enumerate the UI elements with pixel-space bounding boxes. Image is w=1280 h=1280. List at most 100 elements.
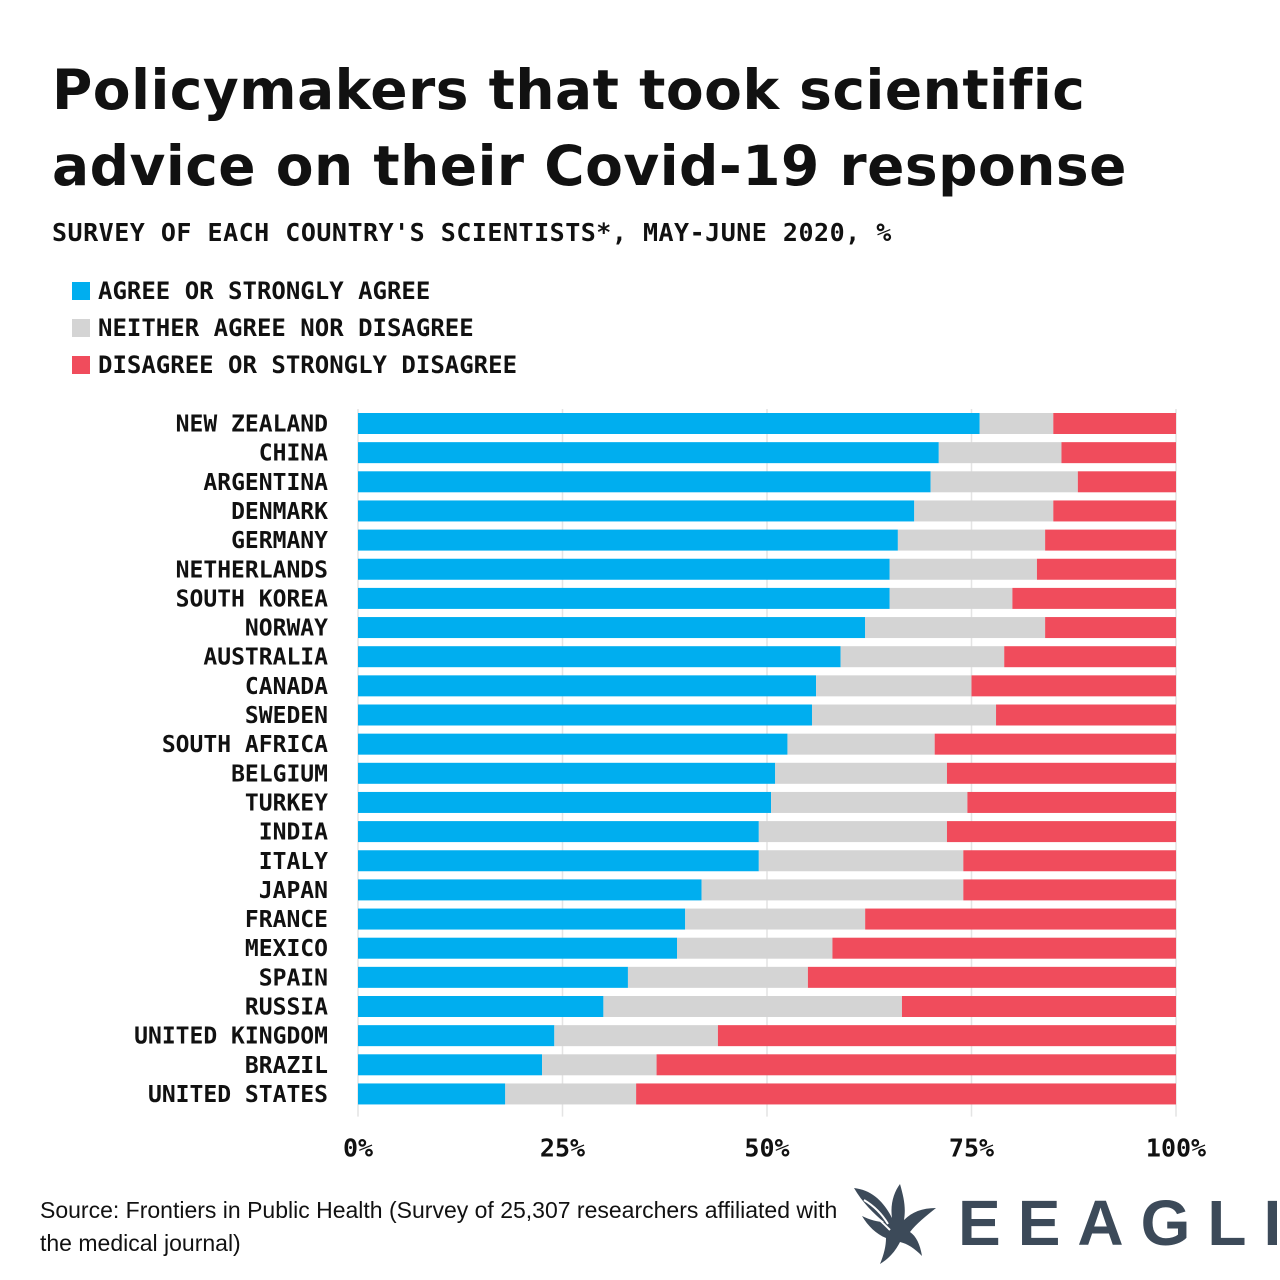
- category-label: Argentina: [203, 470, 328, 496]
- brand-logo: EEAGLI: [850, 1178, 1280, 1268]
- bar-canada-agree: [358, 675, 817, 697]
- bar-netherlands-agree: [358, 558, 890, 580]
- bar-russia-neither: [603, 996, 902, 1017]
- legend-item-agree: Agree or strongly agree: [72, 272, 517, 309]
- bar-brazil-neither: [542, 1054, 657, 1076]
- x-tick-label-1: 25%: [540, 1134, 585, 1163]
- bar-italy-neither: [758, 850, 964, 872]
- chart-title: Policymakers that took scientific advice…: [52, 58, 1127, 198]
- category-label: Sweden: [245, 703, 328, 729]
- source-note: Source: Frontiers in Public Health (Surv…: [40, 1197, 838, 1256]
- category-label: Mexico: [245, 936, 328, 962]
- category-label: Canada: [245, 674, 328, 700]
- category-label: Italy: [259, 849, 328, 875]
- bars: [358, 413, 1176, 1105]
- bar-united-kingdom-agree: [358, 1025, 555, 1047]
- bar-brazil-disagree: [656, 1054, 1176, 1076]
- bar-brazil-agree: [358, 1054, 543, 1076]
- bar-india-agree: [358, 821, 759, 843]
- bar-italy-disagree: [963, 850, 1176, 872]
- category-label: Belgium: [231, 761, 328, 787]
- bar-spain-neither: [627, 966, 808, 988]
- bar-australia-neither: [840, 646, 1005, 668]
- bar-china-neither: [938, 442, 1062, 464]
- bar-united-states-neither: [505, 1083, 637, 1105]
- category-label: Brazil: [245, 1053, 328, 1079]
- bar-south-korea-disagree: [1012, 587, 1176, 609]
- bar-new-zealand-neither: [979, 413, 1054, 434]
- bar-united-kingdom-neither: [554, 1025, 718, 1047]
- category-label: India: [259, 820, 328, 846]
- bar-japan-agree: [358, 879, 702, 901]
- legend-label-agree: Agree or strongly agree: [98, 276, 431, 305]
- bar-united-states-agree: [358, 1083, 506, 1105]
- category-label: New Zealand: [176, 412, 328, 438]
- bar-turkey-neither: [771, 791, 968, 813]
- bar-mexico-disagree: [832, 937, 1176, 959]
- bar-netherlands-disagree: [1036, 558, 1176, 580]
- bar-australia-disagree: [1004, 646, 1176, 668]
- bar-new-zealand-agree: [358, 413, 980, 434]
- chart-subtitle: Survey of each country's scientists*, Ma…: [52, 218, 892, 247]
- bar-united-states-disagree: [636, 1083, 1176, 1105]
- bar-norway-neither: [865, 617, 1046, 639]
- category-label: Denmark: [231, 499, 328, 525]
- bar-india-neither: [758, 821, 947, 843]
- bar-australia-agree: [358, 646, 841, 668]
- bar-belgium-disagree: [946, 762, 1176, 784]
- bar-china-disagree: [1061, 442, 1176, 464]
- category-label: United Kingdom: [134, 1024, 328, 1050]
- bar-germany-agree: [358, 529, 898, 551]
- bar-belgium-agree: [358, 762, 776, 784]
- bar-france-disagree: [865, 908, 1176, 930]
- category-label: Germany: [231, 528, 328, 554]
- bar-south-africa-agree: [358, 733, 788, 755]
- bar-spain-disagree: [807, 966, 1176, 988]
- category-label: Norway: [245, 616, 328, 642]
- bar-norway-disagree: [1045, 617, 1176, 639]
- brand-name: EEAGLI: [958, 1187, 1280, 1259]
- category-labels: New Zealand China Argentina Denmark Germany N…: [134, 412, 328, 1108]
- bar-new-zealand-disagree: [1053, 413, 1176, 434]
- legend: Agree or strongly agree Neither agree no…: [72, 272, 517, 383]
- eagle-logo-icon: [854, 1184, 936, 1264]
- bar-sweden-neither: [811, 704, 997, 726]
- bar-italy-agree: [358, 850, 759, 872]
- category-label: South Korea: [176, 586, 328, 612]
- bar-denmark-disagree: [1053, 500, 1176, 522]
- legend-swatch-disagree: [72, 355, 90, 374]
- bar-spain-agree: [358, 966, 628, 988]
- bar-china-agree: [358, 442, 939, 464]
- legend-label-neither: Neither agree nor disagree: [98, 313, 474, 342]
- x-tick-label-3: 75%: [949, 1134, 994, 1163]
- bar-denmark-neither: [914, 500, 1054, 522]
- bar-south-korea-agree: [358, 587, 890, 609]
- category-label: South Africa: [162, 732, 328, 758]
- bar-south-africa-neither: [787, 733, 935, 755]
- bar-canada-disagree: [971, 675, 1176, 697]
- bar-argentina-agree: [358, 471, 931, 493]
- category-label: Spain: [259, 965, 328, 991]
- category-label: Australia: [203, 645, 328, 671]
- bar-netherlands-neither: [889, 558, 1037, 580]
- bar-argentina-disagree: [1077, 471, 1176, 493]
- bar-france-agree: [358, 908, 686, 930]
- bar-norway-agree: [358, 617, 866, 639]
- category-label: United States: [148, 1082, 328, 1108]
- category-label: Japan: [259, 878, 328, 904]
- bar-japan-disagree: [963, 879, 1176, 901]
- category-label: Turkey: [245, 790, 328, 816]
- legend-label-disagree: Disagree or strongly disagree: [98, 350, 518, 379]
- category-label: Netherlands: [176, 557, 328, 583]
- bar-mexico-agree: [358, 937, 678, 959]
- bar-germany-disagree: [1045, 529, 1176, 551]
- bar-south-korea-neither: [889, 587, 1013, 609]
- bar-japan-neither: [701, 879, 964, 901]
- bar-belgium-neither: [775, 762, 947, 784]
- bar-united-kingdom-disagree: [717, 1025, 1176, 1047]
- bar-india-disagree: [946, 821, 1176, 843]
- stacked-bar-chart: New Zealand China Argentina Denmark Germany N…: [134, 409, 1206, 1163]
- bar-france-neither: [685, 908, 866, 930]
- bar-russia-agree: [358, 996, 604, 1017]
- bar-sweden-disagree: [996, 704, 1176, 726]
